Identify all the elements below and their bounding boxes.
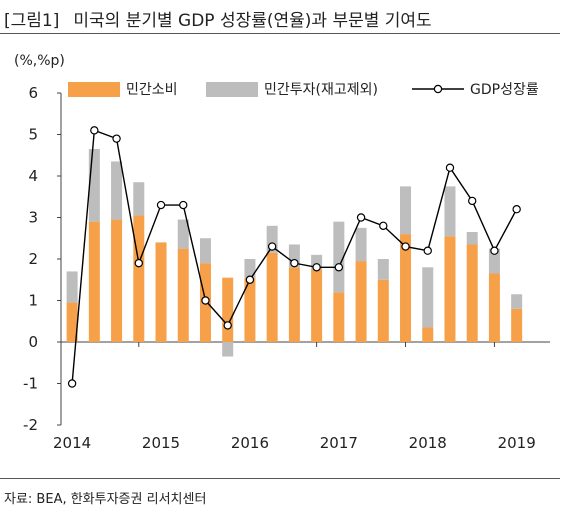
gdp-growth-point <box>334 263 344 272</box>
y-tick-label: 6 <box>28 84 38 102</box>
consumption-bar <box>511 308 523 342</box>
gdp-growth-point <box>423 246 432 255</box>
consumption-bar <box>133 215 145 342</box>
consumption-bar <box>177 248 189 342</box>
investment-bar <box>377 259 389 280</box>
gdp-growth-point <box>245 275 255 284</box>
investment-bar <box>266 225 278 253</box>
investment-bar <box>111 161 123 220</box>
consumption-bar <box>66 302 78 342</box>
legend-label-investment: 민간투자(재고제외) <box>264 82 378 98</box>
y-tick-label: 0 <box>28 333 38 351</box>
investment-bar <box>444 186 456 237</box>
legend-label-consumption: 민간소비 <box>126 82 178 98</box>
figure-tag: [그림1] <box>4 11 60 31</box>
chart-title: [그림1] 미국의 분기별 GDP 성장률(연율)과 부문별 기여도 <box>4 6 432 31</box>
figure-title: 미국의 분기별 GDP 성장률(연율)과 부문별 기여도 <box>73 11 432 31</box>
y-tick-label: -1 <box>23 375 38 393</box>
gdp-growth-point <box>468 196 477 206</box>
consumption-bar <box>355 261 367 342</box>
investment-bar <box>288 244 300 268</box>
investment-bar <box>511 294 523 309</box>
consumption-bar <box>288 267 300 342</box>
consumption-bar <box>333 292 345 342</box>
source-divider <box>0 478 560 479</box>
consumption-bar <box>444 236 456 342</box>
consumption-bar <box>422 327 434 342</box>
gdp-growth-point <box>90 126 99 135</box>
gdp-growth-point <box>401 242 410 251</box>
x-year-label: 2016 <box>231 434 269 452</box>
gdp-growth-point <box>290 258 299 268</box>
consumption-bar <box>377 279 389 342</box>
investment-bar <box>466 232 478 245</box>
y-tick-label: 3 <box>28 209 38 227</box>
gdp-growth-point <box>223 321 232 330</box>
gdp-growth-point <box>156 200 166 210</box>
consumption-bar <box>88 221 100 342</box>
gdp-growth-point <box>379 221 388 230</box>
investment-bar <box>199 238 211 264</box>
gdp-growth-point <box>312 263 321 272</box>
legend-swatch-consumption <box>68 82 120 97</box>
legend-label-gdp: GDP성장률 <box>470 82 539 98</box>
gdp-growth-point <box>267 242 277 251</box>
title-divider <box>0 33 560 34</box>
gdp-growth-point <box>201 296 210 305</box>
y-tick-label: 5 <box>28 126 38 144</box>
gdp-growth-point <box>67 379 77 388</box>
investment-bar <box>355 227 367 262</box>
investment-bar <box>133 182 145 216</box>
gdp-growth-point <box>512 204 521 214</box>
y-tick-label: 4 <box>28 167 38 185</box>
investment-bar <box>66 271 78 303</box>
gdp-growth-point <box>112 134 121 143</box>
consumption-bar <box>488 273 500 342</box>
x-year-label: 2014 <box>53 434 91 452</box>
gdp-growth-point <box>179 200 188 210</box>
investment-bar <box>400 186 412 235</box>
investment-bar <box>311 254 323 270</box>
consumption-bar <box>244 277 256 342</box>
x-year-label: 2018 <box>409 434 447 452</box>
legend-swatch-gdp-marker <box>433 84 443 94</box>
consumption-bar <box>155 242 167 342</box>
consumption-bar <box>311 269 323 342</box>
consumption-bar <box>111 219 123 342</box>
investment-bar <box>422 267 434 328</box>
gdp-growth-point <box>356 213 366 222</box>
gdp-contribution-chart: 6 5 4 3 2 1 0 -1 -2 (%,%p) 2014 2015 2016 2017 2018 201… <box>14 53 550 452</box>
gdp-growth-point <box>445 163 455 172</box>
source-note: 자료: BEA, 한화투자증권 리서치센터 <box>4 492 207 507</box>
y-tick-label: -2 <box>23 416 38 434</box>
gdp-growth-point <box>490 246 499 255</box>
x-year-label: 2019 <box>498 434 536 452</box>
y-tick-label: 2 <box>28 250 38 268</box>
investment-bar <box>88 149 100 222</box>
investment-bar <box>244 259 256 278</box>
consumption-bar <box>466 244 478 342</box>
consumption-bar <box>266 252 278 342</box>
investment-bar <box>488 248 500 274</box>
gdp-growth-point <box>134 258 143 268</box>
legend-swatch-investment <box>206 82 258 97</box>
y-tick-label: 1 <box>28 292 38 310</box>
consumption-bar <box>222 277 234 342</box>
y-axis-unit: (%,%p) <box>14 53 65 69</box>
investment-bar <box>333 221 345 293</box>
x-year-label: 2017 <box>320 434 358 452</box>
x-year-label: 2015 <box>142 434 180 452</box>
investment-bar <box>177 219 189 249</box>
investment-bar <box>222 342 234 357</box>
consumption-bar <box>400 234 412 342</box>
